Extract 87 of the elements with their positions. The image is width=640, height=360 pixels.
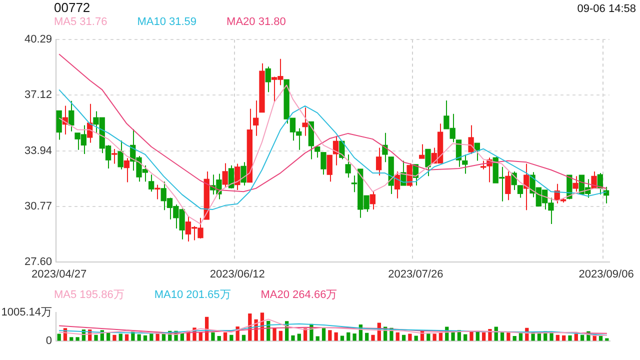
bar (230, 334, 234, 341)
candlestick (234, 163, 240, 191)
bar (118, 334, 122, 341)
x-tick-label: 2023/06/12 (210, 268, 265, 280)
candlestick (370, 191, 376, 210)
candlestick (154, 184, 160, 200)
bar (476, 332, 480, 341)
candlestick (462, 154, 468, 174)
candlestick (228, 164, 234, 189)
candlestick (68, 100, 74, 132)
bar (162, 334, 166, 341)
candlestick (511, 170, 517, 191)
bar (568, 335, 572, 341)
text: MA20 264.66万 (260, 289, 338, 302)
x-tick-label: 2023/09/06 (578, 268, 634, 280)
bar (482, 332, 486, 341)
y-tick-label: 40.29 (24, 34, 52, 46)
bar (278, 330, 283, 341)
candlestick (425, 148, 431, 177)
candlestick (302, 107, 308, 136)
candlestick (468, 124, 474, 154)
bar (574, 334, 578, 341)
y-tick-label: 37.12 (24, 89, 52, 102)
candlestick (376, 147, 382, 176)
bar (550, 332, 554, 341)
candlestick (253, 100, 259, 136)
candlestick (517, 184, 524, 198)
bar (291, 335, 295, 341)
bar (57, 334, 61, 341)
candlestick (124, 158, 130, 183)
bar (211, 332, 215, 341)
bar (340, 336, 344, 341)
bar (346, 332, 350, 341)
chart-title: 00772 (54, 0, 90, 15)
text: MA20 31.80 (226, 16, 286, 29)
bar (328, 330, 332, 341)
bar (76, 337, 80, 341)
text: MA10 201.65万 (154, 289, 231, 302)
y-tick-label: 30.77 (24, 200, 52, 212)
bar (70, 337, 74, 341)
candlestick (118, 140, 124, 170)
bar (272, 328, 276, 341)
bar (371, 334, 375, 341)
y-tick-label: 1005.14万 (1, 306, 52, 319)
text: 09-06 14:58 (577, 3, 636, 15)
candlestick (419, 144, 425, 159)
text: MA10 31.59 (137, 16, 197, 29)
candlestick (382, 132, 388, 163)
bar (414, 336, 418, 341)
bar (112, 334, 116, 341)
candlestick (112, 148, 118, 164)
bar (408, 334, 412, 341)
bar (426, 334, 430, 341)
bar (94, 334, 98, 341)
candlestick (320, 152, 326, 176)
bar (470, 332, 474, 341)
candlestick (148, 174, 154, 192)
x-tick-label: 2023/07/26 (388, 268, 444, 280)
candlestick (345, 154, 351, 178)
bar (506, 332, 510, 341)
candlestick (505, 170, 511, 201)
text: MA5 31.76 (54, 16, 108, 29)
y-tick-label: 27.60 (24, 256, 52, 268)
bar (605, 338, 609, 341)
x-tick-label: 2023/04/27 (32, 268, 87, 280)
bar (432, 334, 436, 341)
candlestick (314, 146, 320, 158)
bar (396, 332, 400, 341)
y-tick-label: 33.94 (24, 144, 52, 157)
bar (352, 333, 356, 341)
candlestick (265, 66, 271, 93)
candlestick (222, 162, 228, 188)
bar (297, 334, 301, 341)
bar (365, 332, 369, 341)
text: MA5 195.86万 (54, 289, 124, 302)
bar (334, 332, 338, 341)
candlestick (326, 154, 332, 182)
bar (150, 334, 154, 341)
candlestick (572, 176, 578, 192)
candlestick (56, 110, 62, 140)
bar (223, 332, 228, 341)
candlestick (332, 135, 339, 166)
bar (488, 328, 492, 341)
y-tick-label: 0 (46, 334, 52, 347)
bar (322, 328, 326, 341)
candlestick (240, 162, 246, 186)
bar (156, 334, 160, 341)
